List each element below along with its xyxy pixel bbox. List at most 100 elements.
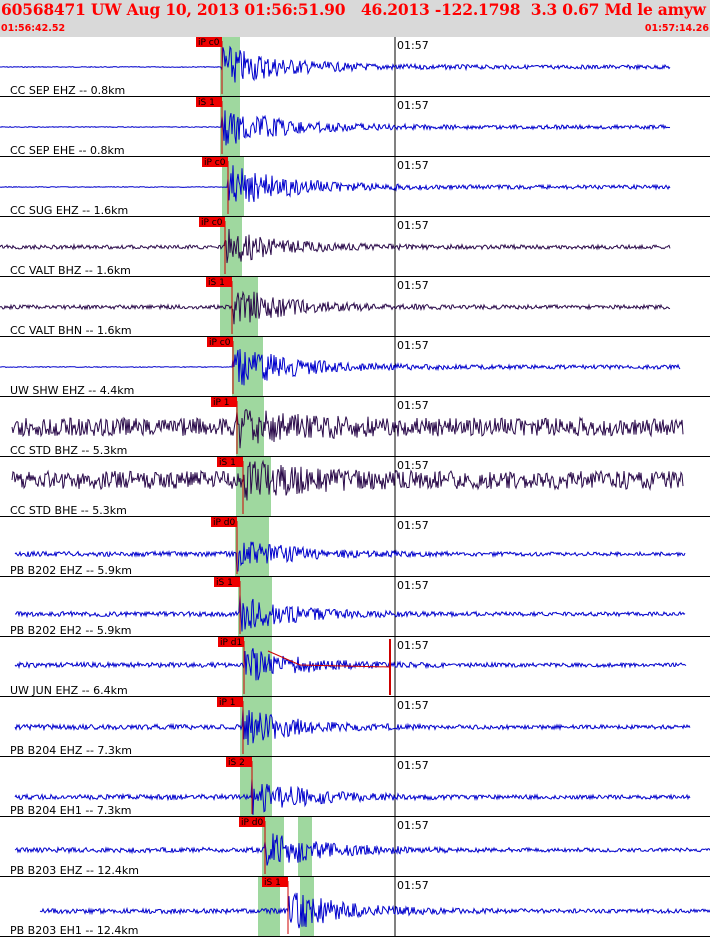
pick-flag[interactable] [262,877,288,887]
pick-phase-label: iP 1 [219,698,236,708]
seismic-waveform [11,459,684,501]
station-label: CC VALT BHN -- 1.6km [10,324,132,337]
minute-tick-label: 01:57 [397,759,429,772]
trace-row[interactable]: 01:57 iP d1 UW JUN EHZ -- 6.4km [0,637,710,697]
seismic-waveform [14,541,686,572]
pick-phase-label: iS 1 [264,878,281,888]
station-label: UW SHW EHZ -- 4.4km [10,384,134,397]
pick-flag[interactable] [211,517,237,527]
pick-phase-label: iP 1 [213,398,230,408]
pick-phase-label: iP c0 [201,218,223,228]
pick-flag[interactable] [202,157,228,167]
pick-flag[interactable] [226,757,252,767]
pick-flag[interactable] [206,277,232,287]
station-label: UW JUN EHZ -- 6.4km [10,684,128,697]
p-window-band [238,577,260,637]
trace-row[interactable]: 01:57 iP d0 PB B203 EHZ -- 12.4km [0,817,710,877]
minute-tick-label: 01:57 [397,39,429,52]
p-window-band [262,817,284,877]
station-label: PB B202 EH2 -- 5.9km [10,624,131,637]
p-window-band [258,877,280,937]
event-title: 60568471 UW Aug 10, 2013 01:56:51.90 46.… [1,0,706,19]
station-label: PB B204 EHZ -- 7.3km [10,744,132,757]
seismic-waveform [0,110,671,146]
trace-row[interactable]: 01:57 iS 2 PB B204 EH1 -- 7.3km [0,757,710,817]
station-label: PB B203 EH1 -- 12.4km [10,924,138,937]
minute-tick-label: 01:57 [397,219,429,232]
seismic-waveform [0,165,671,202]
pick-phase-label: iS 1 [219,458,236,468]
station-label: CC SEP EHZ -- 0.8km [10,84,125,97]
event-header: 60568471 UW Aug 10, 2013 01:56:51.90 46.… [0,0,710,37]
pick-phase-label: iS 2 [228,758,245,768]
trace-row[interactable]: 01:57 iP d0 PB B202 EHZ -- 5.9km [0,517,710,577]
station-label: PB B204 EH1 -- 7.3km [10,804,131,817]
pick-phase-label: iP c0 [198,38,220,48]
minute-tick-label: 01:57 [397,579,429,592]
trace-row[interactable]: 01:57 iP c0 CC SEP EHZ -- 0.8km [0,37,710,97]
pick-flag[interactable] [196,37,222,47]
pick-phase-label: iS 1 [198,98,215,108]
trace-row[interactable]: 01:57 iS 1 CC VALT BHN -- 1.6km [0,277,710,337]
seismic-waveform [11,408,684,449]
trace-row[interactable]: 01:57 iP c0 CC SUG EHZ -- 1.6km [0,157,710,217]
seismic-waveform [0,290,671,325]
s-window-band [298,817,312,877]
trace-row[interactable]: 01:57 iS 1 CC SEP EHE -- 0.8km [0,97,710,157]
seismic-waveform [0,45,671,83]
station-label: CC SUG EHZ -- 1.6km [10,204,128,217]
minute-tick-label: 01:57 [397,99,429,112]
minute-tick-label: 01:57 [397,519,429,532]
p-window-band [220,37,240,97]
trace-row[interactable]: 01:57 iP c0 CC VALT BHZ -- 1.6km [0,217,710,277]
pick-phase-label: iP c0 [204,158,226,168]
minute-tick-label: 01:57 [397,639,429,652]
minute-tick-label: 01:57 [397,339,429,352]
trace-row[interactable]: 01:57 iP 1 CC STD BHZ -- 5.3km [0,397,710,457]
s-window-band [258,577,272,637]
trace-row[interactable]: 01:57 iP 1 PB B204 EHZ -- 7.3km [0,697,710,757]
trace-row[interactable]: 01:57 iS 1 CC STD BHE -- 5.3km [0,457,710,517]
seismic-waveform [14,708,691,746]
pick-flag[interactable] [214,577,240,587]
minute-tick-label: 01:57 [397,459,429,472]
p-window-band [240,757,262,817]
pick-phase-label: iP d0 [213,518,236,528]
seismic-waveform [0,228,671,264]
pick-flag[interactable] [207,337,233,347]
seismic-waveform [15,594,686,632]
pick-flag[interactable] [239,817,265,827]
trace-row[interactable]: 01:57 iS 1 PB B203 EH1 -- 12.4km [0,877,710,937]
pick-phase-label: iP d0 [241,818,264,828]
pick-flag[interactable] [199,217,225,227]
seismic-waveform [14,833,710,866]
start-time-label: 01:56:42.52 [1,23,66,34]
pick-flag[interactable] [217,697,243,707]
seismic-waveform [39,892,710,929]
pick-flag[interactable] [211,397,237,407]
minute-tick-label: 01:57 [397,819,429,832]
trace-row[interactable]: 01:57 iS 1 PB B202 EH2 -- 5.9km [0,577,710,637]
station-label: CC VALT BHZ -- 1.6km [10,264,131,277]
end-time-label: 01:57:14.26 [644,23,709,34]
minute-tick-label: 01:57 [397,279,429,292]
coda-duration-line [267,650,391,668]
pick-phase-label: iP c0 [209,338,231,348]
minute-tick-label: 01:57 [397,699,429,712]
seismic-waveform [14,778,691,815]
minute-tick-label: 01:57 [397,399,429,412]
pick-phase-label: iS 1 [216,578,233,588]
pick-phase-label: iS 1 [208,278,225,288]
seismic-waveform [14,648,687,681]
minute-tick-label: 01:57 [397,879,429,892]
seismogram-panel[interactable]: 01:57 iP c0 CC SEP EHZ -- 0.8km 01:57 iS 1 CC… [0,37,710,938]
station-label: CC STD BHZ -- 5.3km [10,444,127,457]
minute-tick-label: 01:57 [397,159,429,172]
pick-flag[interactable] [217,457,243,467]
pick-flag[interactable] [196,97,222,107]
trace-row[interactable]: 01:57 iP c0 UW SHW EHZ -- 4.4km [0,337,710,397]
pick-flag[interactable] [218,637,244,647]
station-label: PB B202 EHZ -- 5.9km [10,564,132,577]
pick-phase-label: iP d1 [220,638,242,648]
station-label: CC SEP EHE -- 0.8km [10,144,125,157]
